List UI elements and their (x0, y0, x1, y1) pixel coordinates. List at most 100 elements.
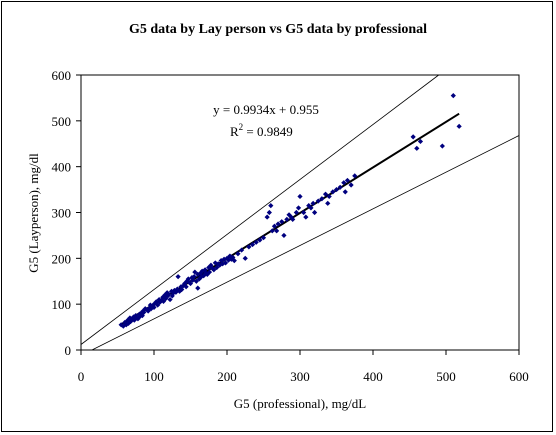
y-tick-label: 100 (52, 297, 72, 312)
x-tick-label: 100 (144, 369, 164, 384)
data-point (319, 196, 325, 202)
data-point (268, 203, 274, 209)
data-point (174, 286, 180, 292)
ticks-layer: 0 100 200 300 400 500 600 0 100 200 300 400 500 600 (52, 68, 529, 384)
data-point (212, 260, 218, 266)
data-point (167, 296, 173, 303)
data-point (257, 237, 263, 243)
data-point (227, 253, 233, 259)
x-tick-label: 0 (78, 369, 85, 384)
data-point (175, 274, 181, 280)
points-layer (118, 93, 462, 329)
data-point (417, 138, 424, 145)
y-tick-label: 0 (65, 343, 72, 358)
data-point (235, 251, 241, 257)
chart-title: G5 data by Lay person vs G5 data by prof… (129, 22, 427, 37)
data-point (230, 254, 236, 261)
y-tick-label: 300 (52, 206, 72, 221)
data-point (157, 299, 163, 305)
data-point (414, 145, 420, 151)
data-point (242, 255, 248, 261)
data-point (286, 212, 292, 218)
data-point (231, 258, 237, 264)
data-point (315, 198, 321, 204)
data-point (342, 189, 348, 195)
data-point (271, 223, 278, 229)
data-point (288, 214, 294, 220)
data-point (348, 182, 354, 188)
data-point (337, 184, 343, 190)
data-point (308, 205, 314, 211)
data-point (333, 186, 340, 193)
r-squared-superscript: 2 (239, 122, 244, 132)
data-point (253, 239, 259, 245)
data-point (190, 277, 196, 283)
lower-bound-line (91, 135, 520, 351)
y-tick-label: 500 (52, 114, 72, 129)
data-point (127, 315, 133, 321)
data-point (456, 123, 462, 129)
data-point (217, 262, 223, 268)
data-point (222, 260, 229, 266)
data-point (209, 265, 215, 272)
y-axis-label: G5 (Layperson), mg/dl (26, 153, 41, 273)
data-point (246, 244, 252, 250)
data-point (303, 214, 309, 220)
data-point (439, 143, 445, 149)
regression-equation: y = 0.9934x + 0.955 (213, 102, 319, 117)
x-tick-label: 300 (290, 369, 310, 384)
data-point (191, 274, 197, 280)
data-point (211, 267, 217, 273)
data-point (186, 279, 192, 285)
x-tick-label: 600 (509, 369, 529, 384)
r-squared-label: R2 = 0.9849 (230, 122, 293, 139)
data-point (344, 177, 351, 184)
data-point (187, 280, 194, 287)
data-point (249, 241, 256, 248)
data-point (202, 267, 208, 273)
data-point (297, 193, 303, 200)
data-point (195, 285, 201, 291)
data-point (128, 318, 134, 325)
data-point (310, 200, 316, 206)
upper-bound-line (80, 74, 439, 345)
x-tick-label: 200 (217, 369, 237, 384)
r-squared-value: = 0.9849 (243, 124, 293, 139)
data-point (341, 180, 347, 186)
x-tick-label: 400 (363, 369, 383, 384)
y-tick-label: 200 (52, 251, 72, 266)
data-point (312, 209, 318, 216)
data-point (176, 288, 183, 294)
data-point (196, 276, 202, 282)
data-point (183, 284, 189, 290)
x-axis-label: G5 (professional), mg/dL (234, 396, 367, 411)
data-point (135, 316, 141, 322)
data-point (193, 278, 199, 284)
data-point (118, 322, 124, 328)
data-point (301, 209, 307, 216)
data-point (284, 216, 290, 222)
data-point (166, 291, 172, 297)
data-point (330, 189, 336, 195)
data-point (326, 193, 332, 200)
data-point (290, 216, 296, 222)
data-point (151, 304, 157, 310)
data-point (325, 200, 331, 206)
data-point (269, 228, 275, 234)
data-point (264, 214, 270, 220)
data-point (239, 247, 245, 253)
y-tick-label: 400 (52, 160, 72, 175)
data-point (322, 191, 329, 197)
data-point (260, 235, 267, 241)
data-point (410, 134, 416, 140)
data-point (295, 205, 302, 211)
data-point (275, 221, 281, 227)
data-point (281, 232, 287, 239)
data-point (192, 269, 198, 275)
data-point (266, 209, 272, 216)
data-point (279, 219, 285, 225)
x-tick-label: 500 (436, 369, 456, 384)
data-point (171, 290, 177, 296)
data-point (352, 173, 358, 179)
